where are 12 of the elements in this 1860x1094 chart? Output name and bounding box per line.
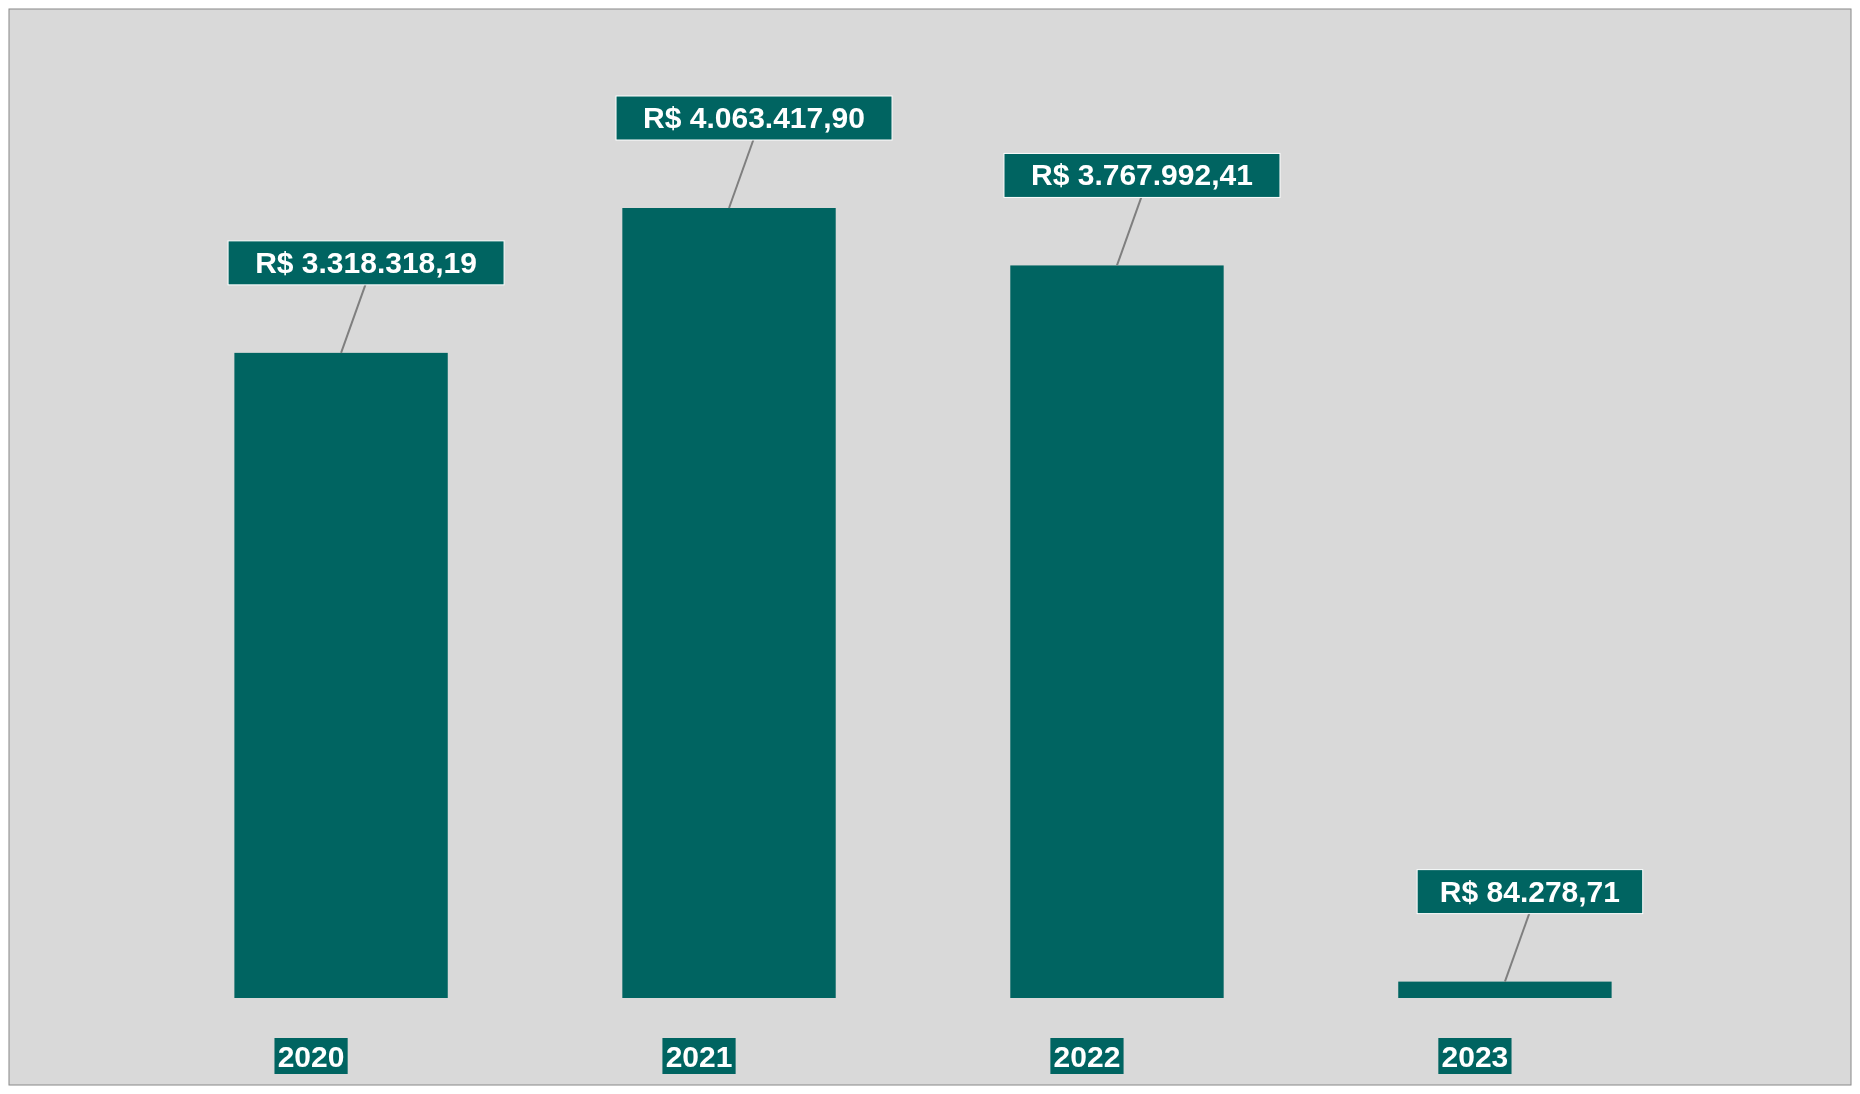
x-tick-label: 2023: [1441, 1040, 1509, 1073]
bar: [1010, 265, 1224, 998]
data-label: R$ 4.063.417,90: [643, 101, 865, 134]
bar: [1398, 981, 1612, 998]
data-label: R$ 84.278,71: [1439, 874, 1621, 908]
x-tick-label: 2021: [665, 1040, 733, 1073]
bar: [622, 208, 836, 998]
bar: [234, 352, 448, 998]
data-label: R$ 3.318.318,19: [255, 245, 477, 279]
x-tick-label: 2020: [277, 1040, 345, 1073]
data-label: R$ 3.767.992,41: [1031, 158, 1253, 192]
x-tick-label: 2022: [1053, 1040, 1121, 1073]
